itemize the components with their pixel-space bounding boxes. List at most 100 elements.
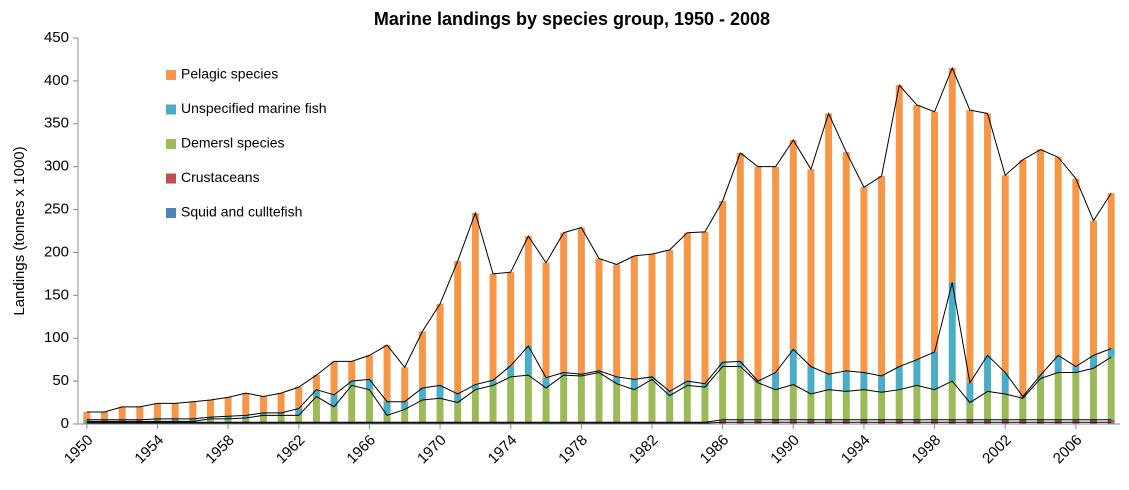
bar-segment [842, 370, 850, 392]
bar-segment [1072, 419, 1080, 423]
legend-swatch [166, 173, 176, 184]
bar-segment [878, 375, 886, 393]
bar-segment [648, 376, 656, 380]
y-axis-label: Landings (tonnes x 1000) [11, 146, 28, 315]
bar-segment [683, 381, 691, 386]
x-tick-label: 1990 [767, 432, 803, 468]
y-tick-label: 400 [44, 72, 69, 89]
bar-segment [224, 416, 232, 419]
bar-segment [878, 419, 886, 423]
x-tick-label: 1958 [202, 432, 238, 468]
bar-segment [312, 389, 320, 397]
x-tick-label: 1950 [61, 432, 97, 468]
bar-segment [507, 376, 515, 423]
bar-segment [524, 375, 532, 423]
bar-segment [224, 397, 232, 417]
series-line [86, 421, 1112, 424]
bar-segment [613, 264, 621, 377]
bar-segment [648, 254, 656, 377]
bar-segment [471, 212, 479, 385]
x-tick-label: 1994 [838, 432, 874, 468]
bar-segment [1107, 193, 1115, 349]
bar-segment [630, 389, 638, 423]
bar-segment [807, 419, 815, 423]
x-tick-label: 1970 [414, 432, 450, 468]
bar-segment [401, 401, 409, 410]
series-line [86, 282, 1112, 421]
bar-segment [1090, 419, 1098, 423]
bar-segment [224, 418, 232, 423]
bar-segment [436, 398, 444, 423]
bar-segment [489, 385, 497, 423]
bar-segment [948, 68, 956, 283]
bar-segment [560, 232, 568, 373]
bar-segment [1090, 422, 1098, 424]
bar-segment [542, 387, 550, 423]
bar-segment [1019, 396, 1027, 399]
bar-segment [595, 372, 603, 423]
x-tick-label: 1954 [131, 432, 167, 468]
bar-segment [1107, 422, 1115, 424]
bar-segment [524, 236, 532, 346]
bar-segment [1107, 357, 1115, 420]
bar-segment [524, 345, 532, 376]
bar-segment [895, 389, 903, 420]
bar-segment [577, 375, 585, 423]
bar-segment [383, 345, 391, 402]
bar-segment [1054, 355, 1062, 373]
bar-segment [825, 389, 833, 420]
bar-segment [789, 384, 797, 420]
bar-segment [683, 232, 691, 382]
bar-segment [736, 366, 744, 420]
bar-segment [507, 365, 515, 377]
x-tick-label: 1966 [343, 432, 379, 468]
legend-label: Pelagic species [181, 66, 278, 82]
bar-segment [719, 419, 727, 423]
bar-segment [312, 375, 320, 390]
bar-segment [807, 422, 815, 424]
bar-segment [1001, 422, 1009, 424]
bar-segment [418, 387, 426, 400]
bar-segment [242, 393, 250, 416]
bar-segment [365, 379, 373, 390]
bar-segment [330, 394, 338, 407]
bar-segment [842, 422, 850, 424]
bar-segment [330, 406, 338, 423]
bar-segment [1107, 348, 1115, 358]
bar-segment [171, 403, 179, 419]
legend-label: Demersl species [181, 135, 284, 151]
bar-segment [913, 104, 921, 360]
bar-segment [1054, 422, 1062, 424]
bar-segment [577, 227, 585, 375]
bar-segment [789, 140, 797, 350]
y-tick-label: 300 [44, 158, 69, 175]
bar-segment [931, 419, 939, 423]
bar-segment [1037, 422, 1045, 424]
bar-segment [931, 389, 939, 420]
bar-segment [948, 282, 956, 382]
legend-swatch [166, 70, 176, 80]
x-tick-label: 1998 [909, 432, 945, 468]
bar-segment [878, 422, 886, 424]
bar-segment [931, 422, 939, 424]
bar-segment [153, 418, 161, 422]
x-tick-label: 1978 [555, 432, 591, 468]
bar-segment [1019, 398, 1027, 420]
bar-segment [754, 419, 762, 423]
legend-label: Squid and culltefish [181, 204, 302, 220]
bar-segment [913, 359, 921, 386]
bar-segment [471, 389, 479, 423]
bar-segment [295, 408, 303, 416]
bar-segment [860, 187, 868, 373]
bar-segment [365, 355, 373, 380]
bar-segment [754, 381, 762, 383]
bar-segment [630, 379, 638, 390]
bar-segment [1001, 175, 1009, 373]
bar-segment [542, 377, 550, 388]
bar-segment [595, 370, 603, 373]
bar-segment [542, 262, 550, 378]
bar-segment [1090, 220, 1098, 356]
bar-segment [895, 419, 903, 423]
series-line [86, 66, 1112, 413]
